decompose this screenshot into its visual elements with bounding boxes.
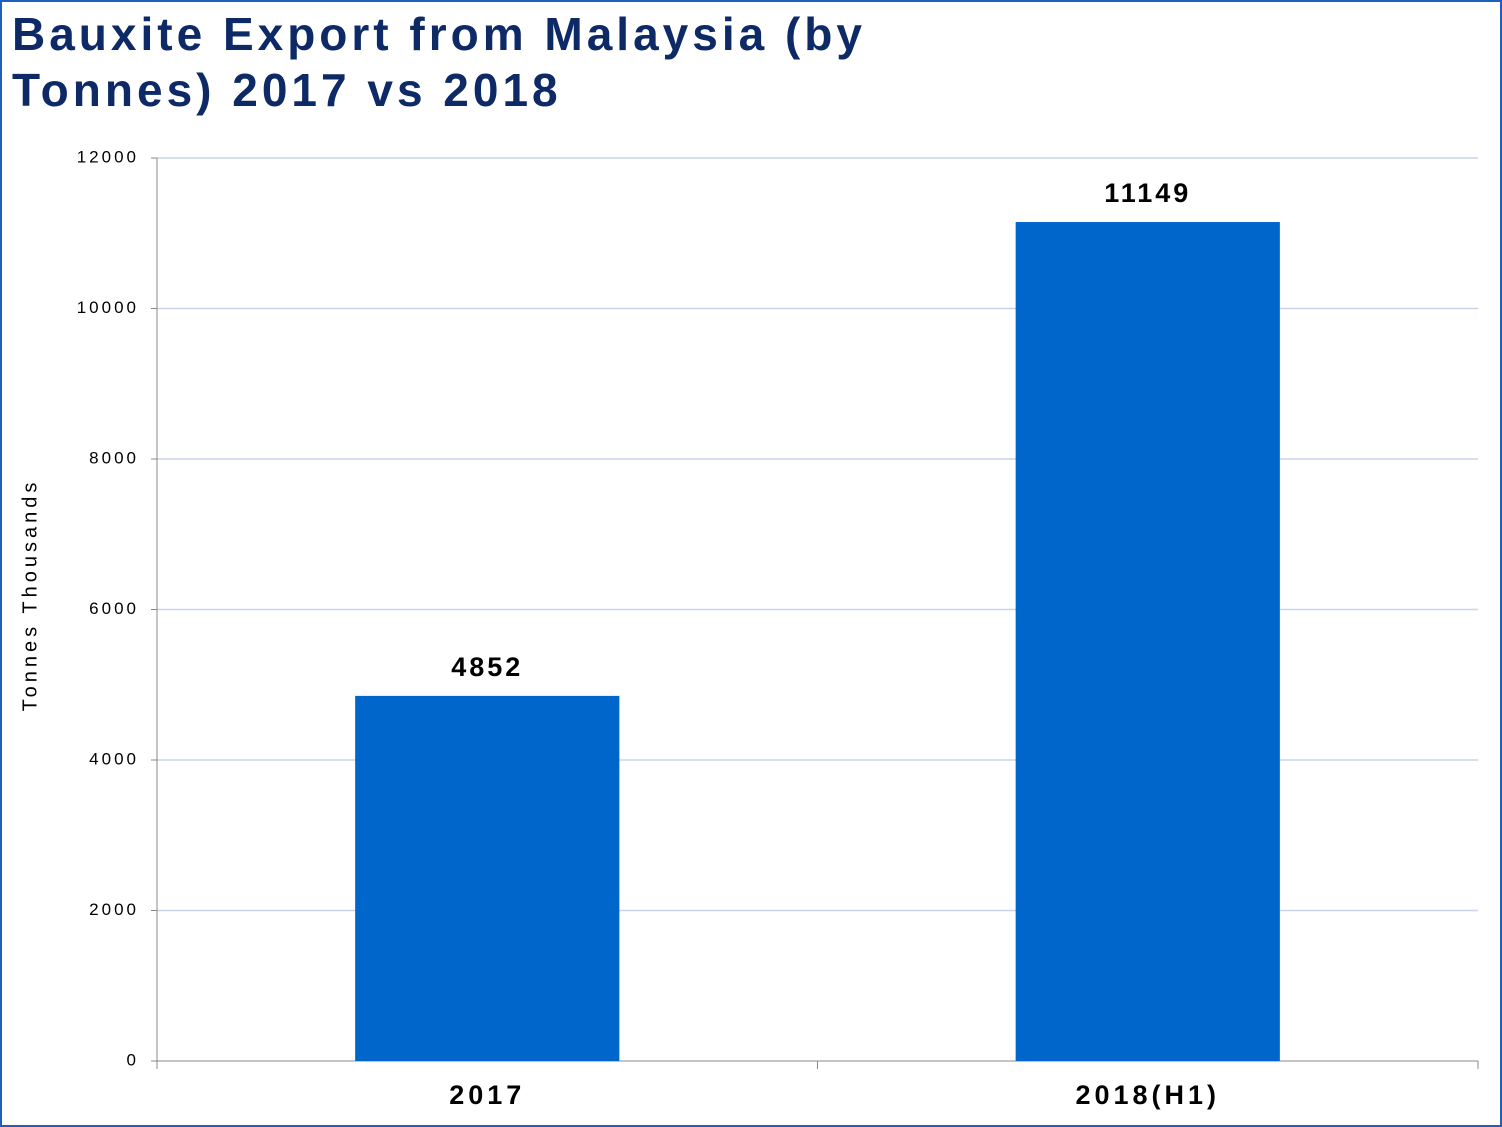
y-tick-label: 8000 — [89, 448, 139, 467]
y-tick-label: 0 — [127, 1050, 139, 1069]
x-tick-label: 2017 — [449, 1080, 525, 1110]
bar — [1015, 222, 1280, 1062]
y-tick-label: 10000 — [77, 298, 139, 317]
x-tick-label: 2018(H1) — [1075, 1080, 1220, 1110]
y-tick-label: 12000 — [77, 147, 139, 166]
y-axis-label: Tonnes Thousands — [19, 479, 41, 712]
value-label: 4852 — [451, 652, 523, 682]
value-label: 11149 — [1104, 178, 1191, 208]
y-tick-label: 6000 — [89, 599, 139, 618]
bar — [355, 695, 620, 1061]
y-tick-label: 2000 — [89, 900, 139, 919]
chart-title: Bauxite Export from Malaysia (by Tonnes)… — [12, 8, 866, 116]
y-tick-label: 4000 — [89, 749, 139, 768]
